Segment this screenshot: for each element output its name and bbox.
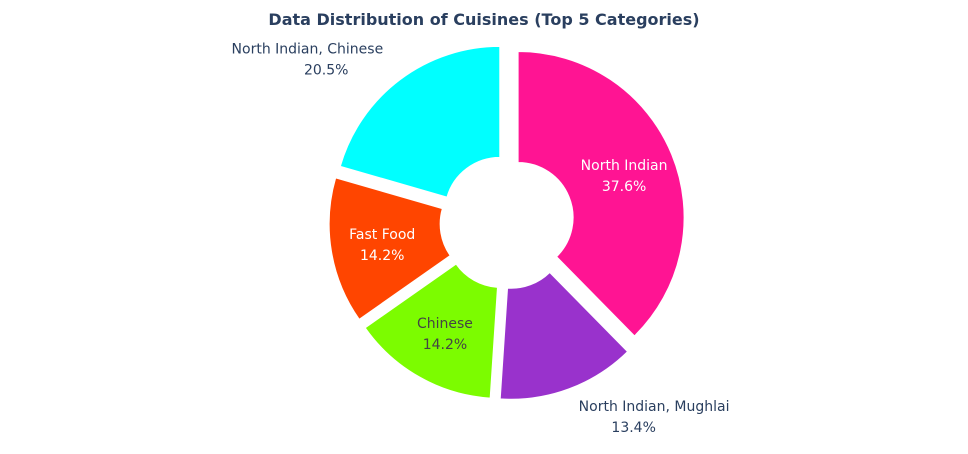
- pie-slice-north-indian-chinese[interactable]: [339, 45, 501, 198]
- slice-percent-chinese: 14.2%: [423, 337, 467, 353]
- slice-label-fast-food: Fast Food: [349, 227, 415, 243]
- pie-slice-fast-food[interactable]: [328, 177, 451, 320]
- slice-percent-north-indian-mughlai: 13.4%: [611, 420, 655, 436]
- slice-label-north-indian-mughlai: North Indian, Mughlai: [579, 399, 730, 415]
- slice-label-chinese: Chinese: [417, 316, 473, 332]
- slice-label-north-indian: North Indian: [581, 158, 668, 174]
- slice-percent-fast-food: 14.2%: [360, 248, 404, 264]
- pie-slice-chinese[interactable]: [364, 263, 499, 399]
- pie-slice-north-indian-mughlai[interactable]: [499, 271, 629, 400]
- pie-slice-north-indian[interactable]: [517, 50, 685, 337]
- chart-title: Data Distribution of Cuisines (Top 5 Cat…: [268, 10, 700, 29]
- slice-percent-north-indian: 37.6%: [602, 179, 646, 195]
- slice-percent-north-indian-chinese: 20.5%: [304, 62, 348, 78]
- slice-label-north-indian-chinese: North Indian, Chinese: [232, 41, 384, 57]
